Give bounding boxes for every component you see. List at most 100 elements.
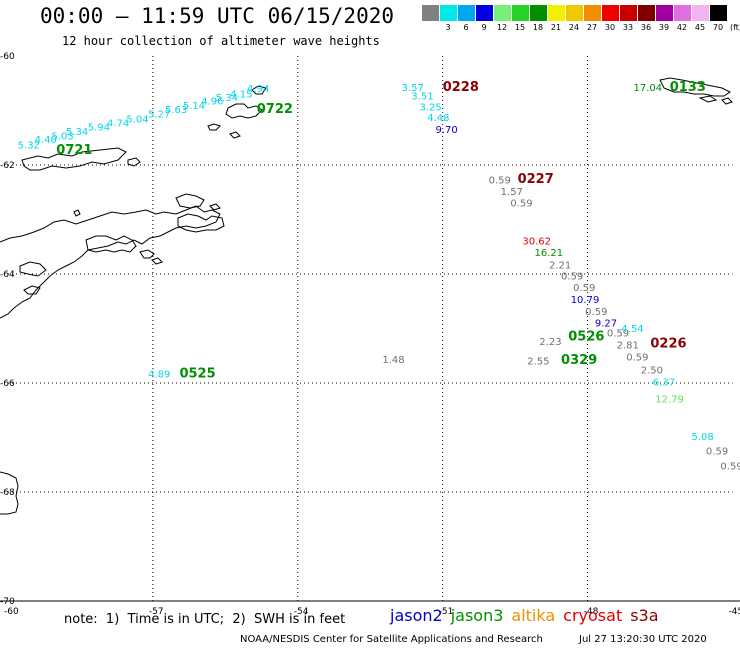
wave-height-value: 10.79: [571, 295, 600, 306]
wave-height-value: 5.94: [88, 123, 110, 134]
wave-height-value: 0.59: [607, 329, 629, 340]
wave-height-value: 0.59: [720, 462, 740, 473]
lat-tick-label: -64: [0, 270, 15, 280]
lon-tick-label: -54: [294, 607, 309, 617]
wave-height-value: 2.21: [549, 261, 571, 272]
wave-height-value: 4.40: [35, 135, 57, 146]
track-time-label: 0133: [670, 80, 706, 95]
south-orkney-3: [721, 97, 733, 105]
color-scale-label: 18: [532, 23, 544, 32]
units-note: note: 1) Time is in UTC; 2) SWH is in fe…: [64, 612, 346, 627]
lat-tick-label: -68: [0, 488, 15, 498]
island-clarence: [207, 123, 221, 131]
color-scale-label: 45: [694, 23, 706, 32]
color-swatch: [710, 5, 727, 21]
satellite-legend-jason3: jason3: [450, 606, 504, 625]
color-scale-label: 24: [568, 23, 580, 32]
lat-tick-label: -60: [0, 52, 15, 62]
wave-height-value: 4.96: [201, 97, 223, 108]
color-scale-label: 9: [481, 23, 487, 32]
lon-tick-label: -51: [439, 607, 454, 617]
track-time-label: 0226: [650, 337, 686, 352]
wave-height-value: 5.08: [691, 432, 713, 443]
wave-height-value: 16.21: [534, 248, 563, 259]
wave-height-value: 4.54: [621, 324, 643, 335]
color-swatch: [620, 5, 637, 21]
island-east-3: [209, 203, 221, 211]
wave-height-value: 5.34: [66, 127, 88, 138]
wave-height-value: 0.59: [585, 307, 607, 318]
island-elephant: [225, 103, 263, 119]
lat-lon-grid: [0, 56, 740, 602]
color-swatch: [476, 5, 493, 21]
island-east-1: [175, 193, 205, 209]
color-swatch: [440, 5, 457, 21]
island-west-2: [23, 285, 41, 295]
coastline: [0, 77, 733, 515]
wave-height-value: 2.23: [539, 337, 561, 348]
color-scale-label: 21: [550, 23, 562, 32]
color-swatch: [512, 5, 529, 21]
color-scale-label: 6: [463, 23, 469, 32]
south-orkney-2: [698, 95, 718, 103]
island-east-4: [151, 257, 163, 265]
wave-height-value: 4.89: [148, 370, 170, 381]
wave-height-value: 0.59: [706, 446, 728, 457]
wave-height-value: 0.59: [489, 176, 511, 187]
color-swatch: [422, 5, 439, 21]
satellite-legend-cryosat: cryosat: [563, 606, 623, 625]
satellite-legend: jason2 jason3 altika cryosat s3a: [390, 606, 667, 625]
generation-timestamp: Jul 27 13:20:30 UTC 2020: [579, 634, 707, 645]
color-swatch: [494, 5, 511, 21]
wave-height-value: 1.57: [501, 187, 523, 198]
color-swatch: [602, 5, 619, 21]
track-time-labels: 0721 0722 0228 0133 0227 0526 0226 0329 0525: [56, 80, 706, 382]
lon-tick-label: -57: [149, 607, 164, 617]
color-swatch: [566, 5, 583, 21]
wave-height-value: 5.32: [18, 141, 40, 152]
wave-height-value: 30.62: [522, 237, 551, 248]
color-swatch: [674, 5, 691, 21]
dundee-island: [139, 249, 155, 259]
track-time-label: 0228: [443, 80, 479, 95]
wave-height-value: 5.27: [148, 110, 170, 121]
track-time-label: 0526: [568, 329, 604, 344]
wave-height-value: 6.37: [653, 378, 675, 389]
wave-height-value: 5.63: [165, 105, 187, 116]
wave-height-value: 4.48: [427, 113, 449, 124]
lon-tick-label: -48: [584, 607, 599, 617]
satellite-legend-s3a: s3a: [630, 606, 659, 625]
wave-height-value: 17.04: [633, 83, 662, 94]
color-swatch: [548, 5, 565, 21]
map-title: 00:00 – 11:59 UTC 06/15/2020: [40, 4, 395, 28]
joinville-island: [85, 235, 137, 253]
color-scale-label: 70: [712, 23, 724, 32]
island-small-1: [127, 157, 141, 167]
island-elephant-2: [251, 85, 267, 95]
color-swatch: [584, 5, 601, 21]
lat-tick-label: -62: [0, 161, 15, 171]
wave-height-value: 2.50: [641, 366, 663, 377]
island-west-1: [19, 261, 47, 277]
lat-tick-label: -66: [0, 379, 15, 389]
color-scale-label: 36: [640, 23, 652, 32]
wave-height-value: 5.34: [216, 93, 238, 104]
wave-height-value: 2.81: [617, 341, 639, 352]
south-orkney-main: [659, 77, 731, 97]
ice-shelf-edge: [0, 471, 19, 515]
color-scale-label: 39: [658, 23, 670, 32]
track-time-label: 0525: [179, 367, 215, 382]
lon-tick-label: -45: [729, 607, 740, 617]
satellite-legend-altika: altika: [511, 606, 556, 625]
wave-height-observations: 5.324.405.035.34 5.944.745.04 5.275.635.14…: [18, 83, 740, 473]
wave-height-value: 5.03: [51, 131, 73, 142]
island-small-2: [73, 209, 81, 217]
color-scale-unit: (ft): [729, 23, 740, 32]
lon-tick-label: -60: [4, 607, 19, 617]
track-time-label: 0227: [518, 172, 554, 187]
color-swatch: [692, 5, 709, 21]
color-scale-label: 33: [622, 23, 634, 32]
color-scale-label: 42: [676, 23, 688, 32]
credit-line: NOAA/NESDIS Center for Satellite Applica…: [240, 634, 543, 645]
satellite-legend-jason2: jason2: [390, 606, 443, 625]
